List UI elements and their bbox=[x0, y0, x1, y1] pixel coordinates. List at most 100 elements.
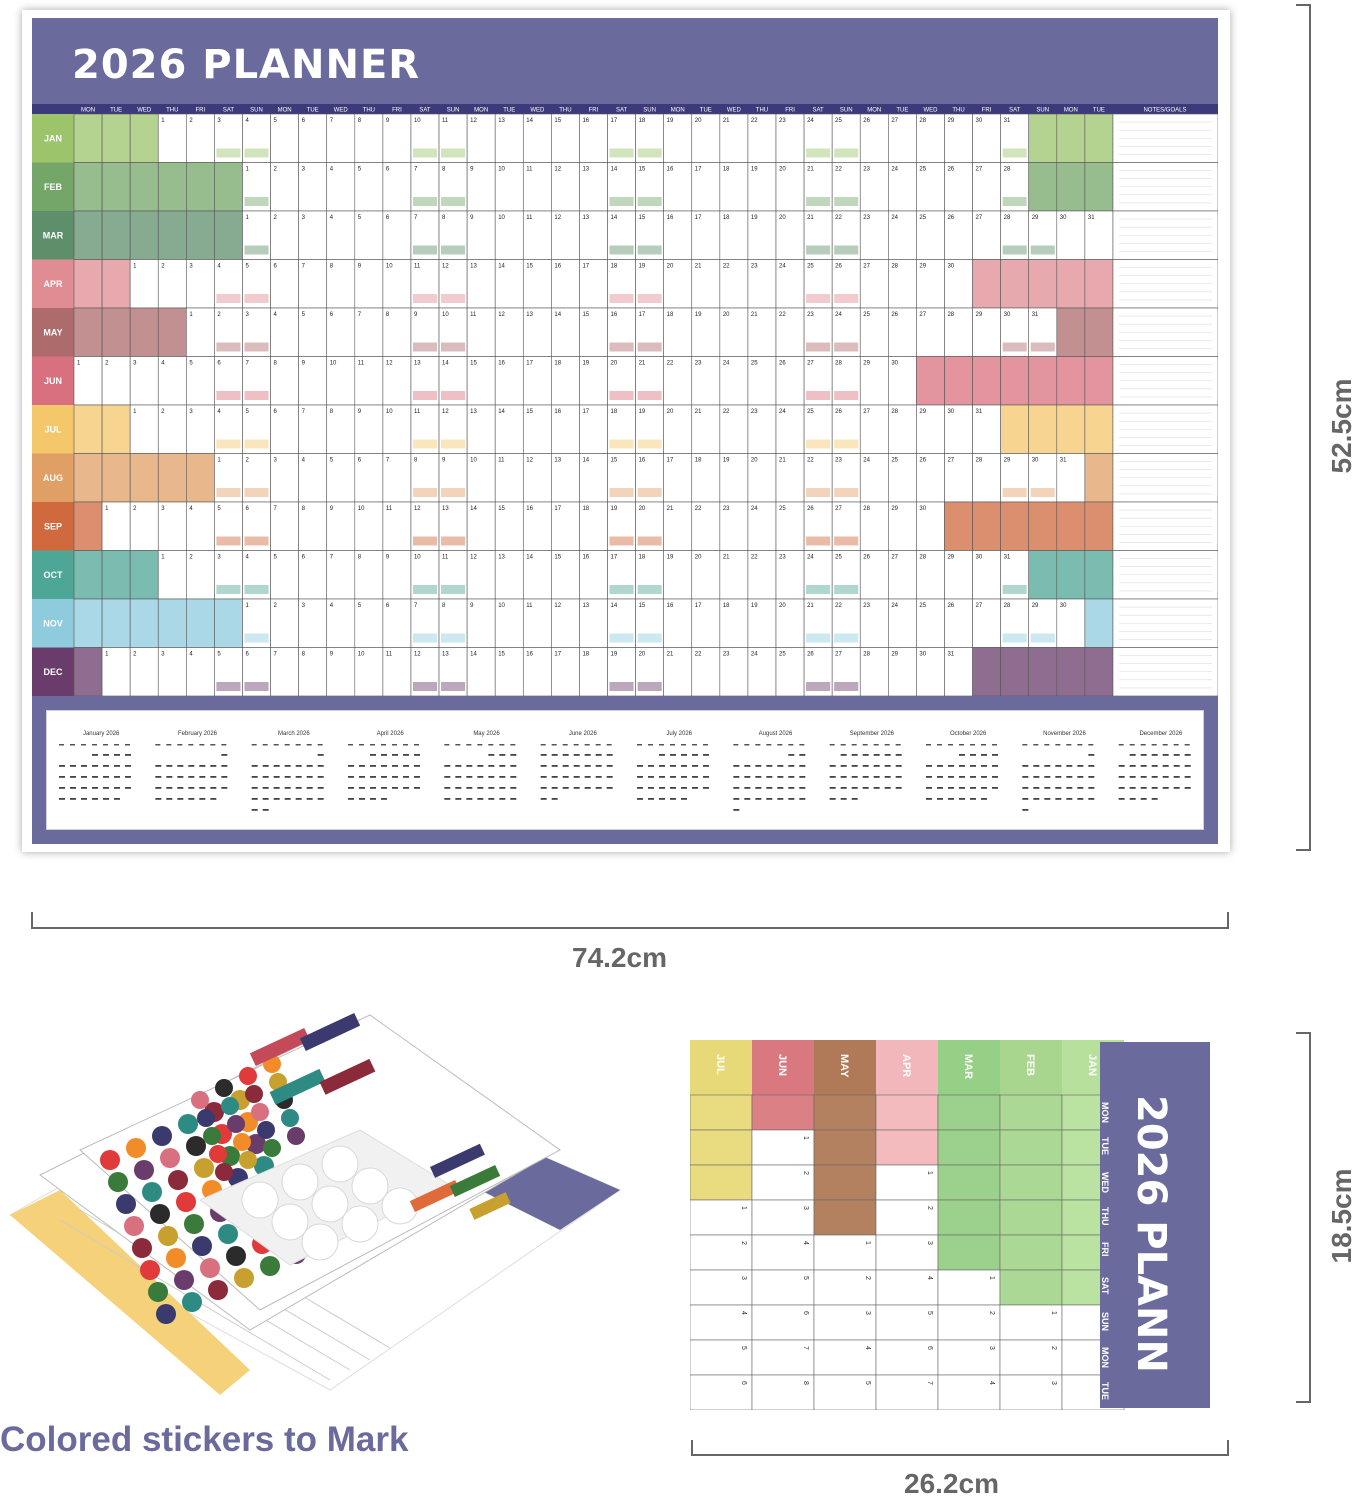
mini-day bbox=[595, 787, 602, 789]
day-number: 11 bbox=[442, 118, 449, 124]
day-number: 4 bbox=[330, 603, 334, 609]
small-cell bbox=[751, 1094, 815, 1131]
mini-day bbox=[359, 798, 365, 800]
mini-day bbox=[1129, 754, 1136, 756]
mini-day bbox=[788, 776, 795, 778]
small-width-label: 26.2cm bbox=[904, 1468, 999, 1499]
day-number: 30 bbox=[976, 555, 983, 561]
mini-day bbox=[648, 765, 654, 767]
mini-day bbox=[403, 787, 409, 789]
mini-day bbox=[262, 787, 269, 789]
day-number: 25 bbox=[863, 312, 870, 318]
mini-day bbox=[862, 754, 869, 756]
mini-day bbox=[92, 776, 98, 778]
day-cell bbox=[944, 453, 973, 503]
day-cell bbox=[298, 210, 328, 260]
day-number: 31 bbox=[1004, 118, 1011, 124]
mini-day bbox=[477, 798, 484, 800]
day-number: 6 bbox=[358, 458, 362, 464]
mini-day bbox=[510, 787, 517, 789]
day-number: 29 bbox=[1004, 458, 1011, 464]
day-number: 12 bbox=[470, 555, 477, 561]
mini-day bbox=[851, 798, 858, 800]
day-cell bbox=[944, 647, 973, 696]
mini-day bbox=[70, 765, 76, 767]
filler-cell bbox=[1084, 307, 1114, 357]
day-number: 19 bbox=[667, 118, 674, 124]
day-number: 5 bbox=[274, 555, 278, 561]
mini-day bbox=[595, 776, 602, 778]
day-number: 3 bbox=[161, 652, 165, 658]
day-cell bbox=[719, 453, 749, 503]
day-number: 20 bbox=[779, 603, 786, 609]
mini-day bbox=[403, 765, 409, 767]
mini-day bbox=[1055, 776, 1062, 778]
small-day-number: 4 bbox=[740, 1311, 747, 1315]
mini-day bbox=[166, 776, 173, 778]
mini-day bbox=[744, 765, 751, 767]
mini-day bbox=[166, 787, 173, 789]
small-cell bbox=[999, 1129, 1063, 1166]
mini-calendar-title: May 2026 bbox=[473, 731, 500, 737]
width-dimension-line bbox=[31, 912, 1229, 929]
small-day-number: 2 bbox=[988, 1311, 995, 1315]
month-label: MAR bbox=[43, 230, 64, 240]
round-sticker bbox=[148, 1282, 168, 1302]
day-cell bbox=[859, 113, 889, 163]
filler-cell bbox=[129, 162, 159, 212]
weekend-marker bbox=[412, 633, 438, 643]
day-cell bbox=[663, 598, 693, 648]
small-weekday-label: TUE bbox=[1100, 1137, 1110, 1155]
planner-title: 2026 PLANNER bbox=[72, 42, 421, 88]
mini-day bbox=[1033, 787, 1040, 789]
day-cell bbox=[551, 356, 580, 406]
day-number: 12 bbox=[498, 312, 505, 318]
mini-day bbox=[1066, 787, 1073, 789]
round-sticker bbox=[116, 1194, 136, 1214]
mini-day bbox=[733, 798, 740, 800]
day-number: 22 bbox=[751, 555, 758, 561]
mini-day bbox=[114, 754, 120, 756]
mini-day bbox=[540, 765, 547, 767]
day-number: 27 bbox=[863, 409, 870, 415]
mini-day bbox=[1140, 787, 1147, 789]
day-cell bbox=[298, 453, 328, 503]
day-number: 3 bbox=[189, 409, 193, 415]
weekend-marker bbox=[637, 148, 662, 158]
day-cell bbox=[494, 550, 524, 600]
mini-day bbox=[103, 787, 109, 789]
day-number: 6 bbox=[386, 215, 390, 221]
day-number: 8 bbox=[302, 652, 306, 658]
mini-day bbox=[851, 787, 858, 789]
day-cell bbox=[354, 210, 384, 260]
small-month-header bbox=[752, 1040, 814, 1095]
mini-day bbox=[659, 787, 665, 789]
day-number: 2 bbox=[189, 118, 193, 124]
month-label-cell bbox=[32, 647, 74, 696]
day-cell bbox=[354, 162, 384, 212]
day-number: 23 bbox=[807, 312, 814, 318]
mini-day bbox=[359, 765, 365, 767]
mini-calendars-svg: January 2026 February 2026 March 2026 April… bbox=[59, 731, 1191, 811]
round-stickers bbox=[100, 1055, 306, 1324]
filler-cell bbox=[1084, 647, 1114, 696]
mini-day bbox=[59, 776, 65, 778]
small-cell bbox=[813, 1374, 877, 1410]
day-number: 10 bbox=[498, 167, 505, 173]
weekday-header-label: THU bbox=[756, 108, 768, 114]
mini-day bbox=[744, 776, 751, 778]
day-number: 9 bbox=[470, 603, 474, 609]
mini-day bbox=[840, 765, 847, 767]
weekday-header-label: SUN bbox=[250, 108, 263, 114]
day-cell bbox=[101, 356, 131, 406]
day-number: 9 bbox=[302, 361, 306, 367]
day-number: 6 bbox=[274, 264, 278, 270]
mini-day bbox=[1022, 787, 1029, 789]
day-number: 19 bbox=[639, 409, 646, 415]
day-number: 18 bbox=[611, 409, 618, 415]
day-number: 5 bbox=[330, 458, 334, 464]
filler-cell bbox=[73, 113, 103, 163]
filler-cell bbox=[1028, 113, 1058, 163]
mini-day bbox=[981, 754, 987, 756]
day-number: 20 bbox=[695, 118, 702, 124]
